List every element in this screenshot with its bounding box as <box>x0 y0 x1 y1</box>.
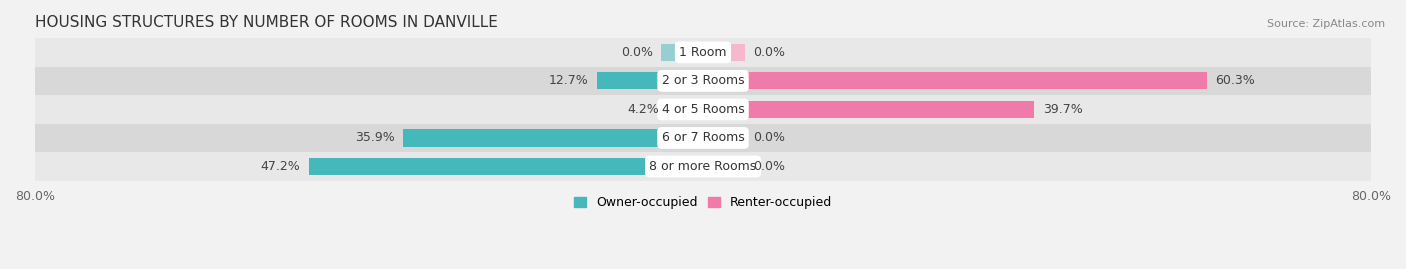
Bar <box>703 129 745 147</box>
Text: Source: ZipAtlas.com: Source: ZipAtlas.com <box>1267 19 1385 29</box>
Bar <box>35 124 1371 152</box>
Bar <box>661 44 703 61</box>
Bar <box>703 101 1035 118</box>
Text: 4.2%: 4.2% <box>628 103 659 116</box>
Legend: Owner-occupied, Renter-occupied: Owner-occupied, Renter-occupied <box>568 192 838 214</box>
Bar <box>35 152 1371 181</box>
Text: 39.7%: 39.7% <box>1043 103 1083 116</box>
Text: 1 Room: 1 Room <box>679 46 727 59</box>
Text: 0.0%: 0.0% <box>621 46 652 59</box>
Bar <box>404 129 703 147</box>
Text: 47.2%: 47.2% <box>260 160 301 173</box>
Bar <box>35 67 1371 95</box>
Text: 8 or more Rooms: 8 or more Rooms <box>650 160 756 173</box>
Bar <box>35 38 1371 67</box>
Bar <box>35 95 1371 124</box>
Bar <box>703 72 1206 90</box>
Text: 35.9%: 35.9% <box>356 132 395 144</box>
Bar <box>598 72 703 90</box>
Text: 12.7%: 12.7% <box>548 75 589 87</box>
Bar <box>703 158 745 175</box>
Text: 6 or 7 Rooms: 6 or 7 Rooms <box>662 132 744 144</box>
Text: 2 or 3 Rooms: 2 or 3 Rooms <box>662 75 744 87</box>
Text: 0.0%: 0.0% <box>754 46 785 59</box>
Text: 0.0%: 0.0% <box>754 132 785 144</box>
Bar <box>309 158 703 175</box>
Text: HOUSING STRUCTURES BY NUMBER OF ROOMS IN DANVILLE: HOUSING STRUCTURES BY NUMBER OF ROOMS IN… <box>35 15 498 30</box>
Text: 4 or 5 Rooms: 4 or 5 Rooms <box>662 103 744 116</box>
Bar <box>703 44 745 61</box>
Bar <box>668 101 703 118</box>
Text: 0.0%: 0.0% <box>754 160 785 173</box>
Text: 60.3%: 60.3% <box>1215 75 1254 87</box>
